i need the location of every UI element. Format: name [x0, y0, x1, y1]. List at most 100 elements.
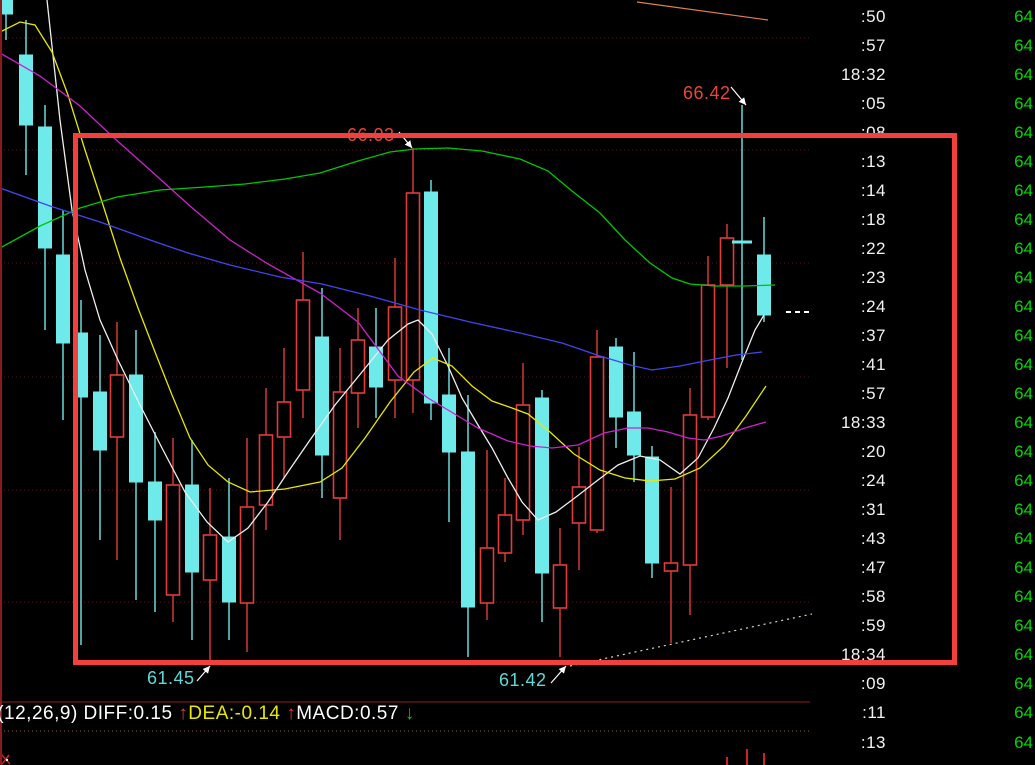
tape-time: :22 — [860, 238, 886, 258]
tape-time: :24 — [860, 471, 886, 491]
tape-price-value: 64 — [1014, 122, 1033, 142]
tape-time: :50 — [860, 6, 886, 26]
tape-price-value: 64 — [1014, 325, 1033, 345]
candle-body-down — [129, 374, 143, 483]
tape-price-value: 64 — [1014, 35, 1033, 55]
macd-readout-segment: ↓ — [404, 703, 415, 724]
tape-price-value: 64 — [1014, 500, 1033, 520]
tape-time: :47 — [860, 558, 886, 578]
tape-row: :05 64 — [812, 94, 1035, 123]
candle-body-down — [535, 397, 549, 574]
tape-time: :57 — [860, 35, 886, 55]
tape-time: :58 — [860, 587, 886, 607]
tape-row: :20 64 — [812, 442, 1035, 471]
tape-row: :23 64 — [812, 268, 1035, 297]
tape-time: :20 — [860, 442, 886, 462]
candle-body-up — [350, 339, 366, 394]
tape-row: :13 64 — [812, 733, 1035, 762]
tape-price-value: 64 — [1014, 93, 1033, 113]
tape-time: :11 — [862, 703, 886, 723]
panel-divider-line — [0, 0, 2, 765]
ma-line-green — [0, 147, 776, 287]
tape-price-value: 64 — [1014, 238, 1033, 258]
macd-readout-segment: D(12,26,9) DIFF:0.15 — [0, 703, 179, 724]
tape-price-value: 64 — [1014, 209, 1033, 229]
tape-price-value: 64 — [1014, 267, 1033, 287]
tape-time: :24 — [860, 296, 886, 316]
tape-price-value: 64 — [1014, 645, 1033, 665]
tape-price-value: 64 — [1014, 64, 1033, 84]
tape-row: :47 64 — [812, 558, 1035, 587]
candle-body-up — [405, 192, 421, 381]
tape-price-value: 64 — [1014, 442, 1033, 462]
tape-price-value: 64 — [1014, 180, 1033, 200]
candle-body-up — [276, 401, 292, 438]
tape-time: :59 — [860, 616, 886, 636]
tape-time: 18:34 — [840, 645, 886, 665]
tape-row: :18 64 — [812, 210, 1035, 239]
tape-time: 18:32 — [840, 64, 886, 84]
tape-row: :57 64 — [812, 36, 1035, 65]
candle-body-down — [645, 456, 659, 564]
tape-time: :57 — [860, 384, 886, 404]
orange-trend-line — [636, 1, 769, 21]
tape-row: 18:33 64 — [812, 413, 1035, 442]
candle-body-up — [552, 564, 568, 609]
tape-price-value: 64 — [1014, 296, 1033, 316]
tape-row: :11 64 — [812, 703, 1035, 732]
tape-price-value: 64 — [1014, 616, 1033, 636]
tape-row: :13 64 — [812, 152, 1035, 181]
tape-price-value: 64 — [1014, 471, 1033, 491]
macd-indicator-readout: D(12,26,9) DIFF:0.15 ↑DEA:-0.14 ↑MACD:0.… — [0, 701, 808, 727]
tape-time: :31 — [860, 500, 886, 520]
tape-time: :13 — [860, 151, 886, 171]
candle-body-up — [479, 547, 495, 604]
tape-time: :37 — [860, 325, 886, 345]
tape-price-value: 64 — [1014, 529, 1033, 549]
tape-time: :05 — [860, 93, 886, 113]
candle-body-down — [461, 451, 475, 608]
drawn-rectangle-annotation[interactable] — [73, 133, 957, 665]
tape-price-value: 64 — [1014, 384, 1033, 404]
ma-line-blue — [0, 187, 763, 371]
candle-body-down — [222, 536, 236, 603]
candle-body-up — [571, 486, 587, 524]
time-and-sales-panel[interactable]: :50 64:57 64 18:32 64:05 64:08 64:13 64:14 64:18… — [812, 0, 1035, 765]
tape-row: 18:34 64 — [812, 645, 1035, 674]
macd-line-edge-dot — [5, 758, 9, 762]
candle-body-up — [682, 414, 698, 566]
tape-row: :41 64 — [812, 355, 1035, 384]
tape-row: :43 64 — [812, 529, 1035, 558]
macd-readout-segment: MACD:0.57 — [296, 703, 405, 724]
candle-body-up — [109, 374, 125, 438]
candle-body-up — [719, 237, 735, 286]
candle-body-down — [56, 254, 70, 344]
tape-row: :50 64 — [812, 7, 1035, 36]
tape-time: :41 — [860, 354, 886, 374]
candle-body-down — [609, 346, 623, 418]
candle-body-down — [148, 481, 162, 521]
candle-body-up — [202, 534, 218, 581]
tape-row: 18:32 64 — [812, 65, 1035, 94]
label-arrow — [196, 665, 211, 682]
tape-time: :18 — [860, 209, 886, 229]
tape-price-value: 64 — [1014, 587, 1033, 607]
ma-line-yellow — [0, 21, 767, 493]
candle-body-up — [589, 356, 605, 531]
tape-time: :14 — [860, 180, 886, 200]
candle-body-up — [295, 299, 311, 391]
tape-time: 18:33 — [840, 413, 886, 433]
tape-price-value: 64 — [1014, 6, 1033, 26]
tape-time: :09 — [860, 674, 886, 694]
tape-row: :31 64 — [812, 500, 1035, 529]
candle-body-up — [515, 404, 531, 521]
macd-readout-segment: ↑ — [286, 703, 297, 724]
label-arrow — [730, 86, 747, 106]
candle-body-up — [663, 562, 679, 572]
tape-price-value: 64 — [1014, 703, 1033, 723]
tape-price-value: 64 — [1014, 413, 1033, 433]
tape-row: :58 64 — [812, 587, 1035, 616]
candle-body-down — [0, 0, 13, 15]
